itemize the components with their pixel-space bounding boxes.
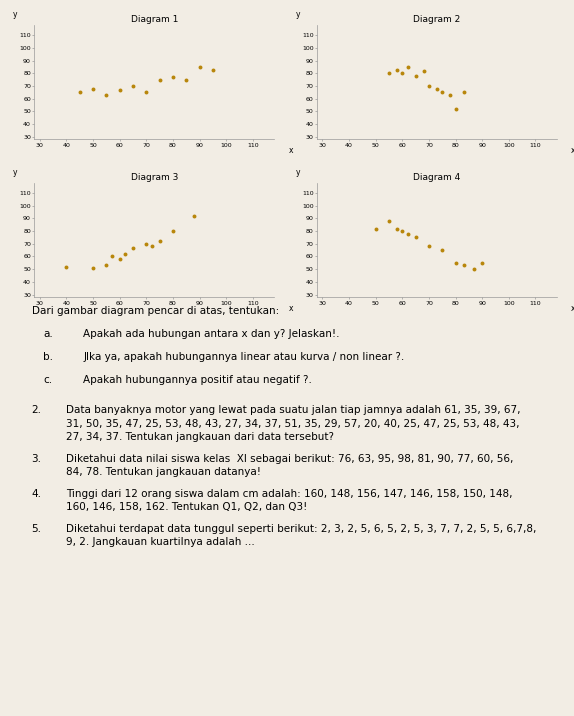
Point [432,83,441,95]
Point [147,241,156,252]
Point [371,223,381,234]
Point [398,67,407,79]
Text: y: y [296,10,300,19]
Point [459,260,468,271]
Point [393,64,402,75]
Text: 4.: 4. [32,489,41,498]
Text: 27, 34, 37. Tentukan jangkauan dari data tersebut?: 27, 34, 37. Tentukan jangkauan dari data… [66,432,334,442]
Text: 160, 146, 158, 162. Tentukan Q1, Q2, dan Q3!: 160, 146, 158, 162. Tentukan Q1, Q2, dan… [66,502,308,512]
Point [121,248,130,260]
Text: Apakah ada hubungan antara x dan y? Jelaskan!.: Apakah ada hubungan antara x dan y? Jela… [83,329,340,339]
Point [451,103,460,115]
Text: Apakah hubungannya positif atau negatif ?.: Apakah hubungannya positif atau negatif … [83,375,312,385]
Text: 3.: 3. [32,454,41,463]
Text: y: y [13,168,17,177]
Point [385,67,394,79]
Text: 9, 2. Jangkauan kuartilnya adalah ...: 9, 2. Jangkauan kuartilnya adalah ... [66,537,255,547]
Point [107,251,117,262]
Point [88,83,98,95]
Point [385,216,394,227]
Point [129,242,138,253]
Point [88,262,98,274]
Point [398,226,407,237]
Point [168,226,177,237]
Point [75,87,84,98]
Title: Diagram 4: Diagram 4 [413,173,460,182]
Point [181,74,191,85]
Text: 84, 78. Tentukan jangkauan datanya!: 84, 78. Tentukan jangkauan datanya! [66,467,261,477]
Point [142,238,151,249]
Point [195,62,204,73]
Point [189,210,199,221]
Point [424,80,433,92]
Point [403,62,412,73]
Text: Diketahui data nilai siswa kelas  XI sebagai berikut: 76, 63, 95, 98, 81, 90, 77: Diketahui data nilai siswa kelas XI seba… [66,454,513,463]
Title: Diagram 1: Diagram 1 [130,15,178,24]
Point [115,253,124,265]
Point [411,70,420,82]
Title: Diagram 2: Diagram 2 [413,15,460,24]
Text: 5.: 5. [32,524,41,533]
Text: Dari gambar diagram pencar di atas, tentukan:: Dari gambar diagram pencar di atas, tent… [32,306,279,316]
Text: 2.: 2. [32,405,41,415]
Point [208,64,218,75]
Point [478,257,487,268]
Point [459,87,468,98]
Text: Tinggi dari 12 orang siswa dalam cm adalah: 160, 148, 156, 147, 146, 158, 150, 1: Tinggi dari 12 orang siswa dalam cm adal… [66,489,513,498]
Text: JIka ya, apakah hubungannya linear atau kurva / non linear ?.: JIka ya, apakah hubungannya linear atau … [83,352,405,362]
Point [451,257,460,268]
Text: c.: c. [43,375,52,385]
Point [62,261,71,272]
Point [438,87,447,98]
Text: x: x [288,304,293,313]
Point [470,263,479,275]
Point [102,260,111,271]
Point [424,241,433,252]
Point [445,90,455,101]
Text: y: y [13,10,17,19]
Title: Diagram 3: Diagram 3 [130,173,178,182]
Point [155,236,164,247]
Point [411,232,420,243]
Point [115,84,124,95]
Point [393,223,402,234]
Text: a.: a. [43,329,53,339]
Point [129,80,138,92]
Text: Diketahui terdapat data tunggul seperti berikut: 2, 3, 2, 5, 6, 5, 2, 5, 3, 7, 7: Diketahui terdapat data tunggul seperti … [66,524,536,533]
Point [142,87,151,98]
Point [419,65,428,77]
Point [155,74,164,85]
Point [102,90,111,101]
Text: y: y [296,168,300,177]
Text: 31, 50, 35, 47, 25, 53, 48, 43, 27, 34, 37, 51, 35, 29, 57, 20, 40, 25, 47, 25, : 31, 50, 35, 47, 25, 53, 48, 43, 27, 34, … [66,419,519,428]
Point [403,228,412,239]
Point [438,244,447,256]
Point [168,72,177,83]
Text: x: x [288,146,293,155]
Text: x: x [571,304,574,313]
Text: b.: b. [43,352,53,362]
Text: x: x [571,146,574,155]
Text: Data banyaknya motor yang lewat pada suatu jalan tiap jamnya adalah 61, 35, 39, : Data banyaknya motor yang lewat pada sua… [66,405,521,415]
